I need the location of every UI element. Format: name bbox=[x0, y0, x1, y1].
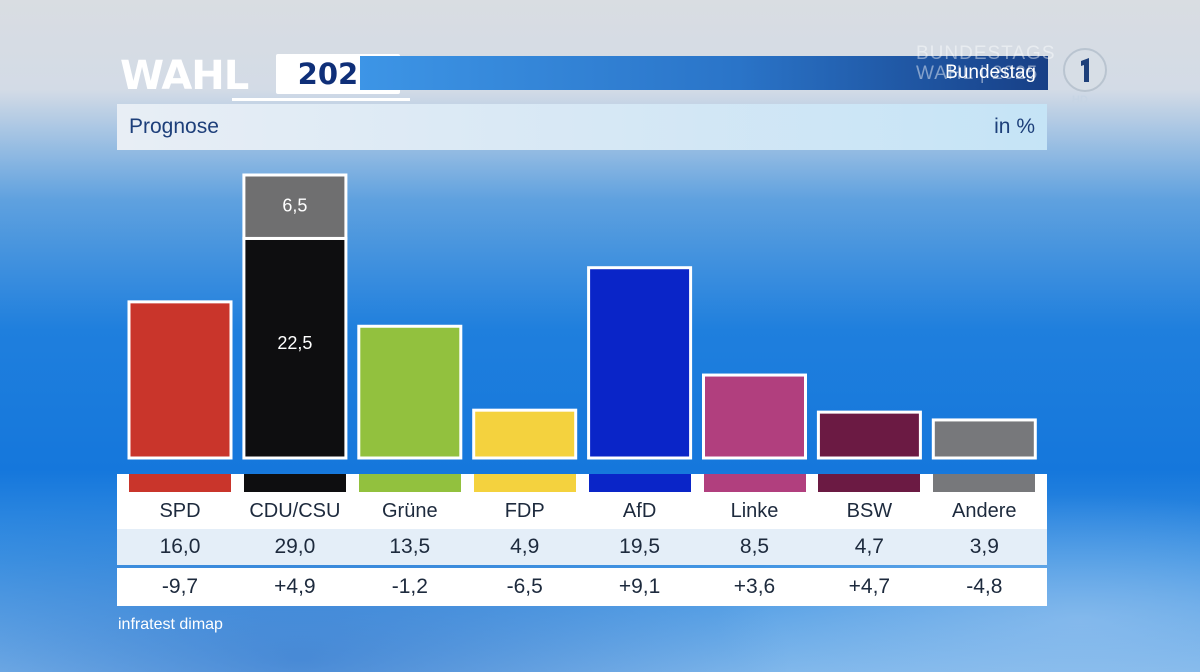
watermark-line2: WAHL | 2025 bbox=[916, 63, 1039, 84]
party-value-spd: 16,0 bbox=[159, 535, 201, 558]
party-name-cdu-csu: CDU/CSU bbox=[249, 500, 341, 522]
party-name-afd: AfD bbox=[622, 500, 657, 522]
swatch-bsw bbox=[818, 474, 921, 492]
party-change-cdu-csu: +4,9 bbox=[274, 575, 316, 598]
party-value-andere: 3,9 bbox=[969, 535, 999, 558]
party-value-afd: 19,5 bbox=[619, 535, 661, 558]
swatch-afd bbox=[588, 474, 691, 492]
ard-one-logo-icon bbox=[1063, 48, 1107, 92]
subtitle-bar: Prognose in % bbox=[117, 104, 1047, 150]
party-names-row: SPD CDU/CSU Grüne FDP AfD Linke BSW Andere bbox=[117, 474, 1047, 529]
swatch-fdp bbox=[473, 474, 576, 492]
bar-label-csu: 6,5 bbox=[282, 195, 307, 215]
bar-afd bbox=[587, 266, 693, 460]
party-values-row: 16,0 29,0 13,5 4,9 19,5 8,5 4,7 3,9 bbox=[117, 529, 1047, 565]
party-change-afd: +9,1 bbox=[618, 575, 661, 598]
bar-label-cdu: 22,5 bbox=[277, 333, 312, 353]
bar-cdu-csu-csu bbox=[242, 173, 348, 240]
party-name-linke: Linke bbox=[730, 500, 779, 522]
party-value-gr-ne: 13,5 bbox=[389, 535, 431, 558]
logo-wahl-text: WAHL bbox=[120, 53, 249, 99]
logo-underline bbox=[232, 98, 410, 101]
hd-badge: HD bbox=[1072, 94, 1088, 106]
source-label: infratest dimap bbox=[118, 616, 223, 633]
title-bar-text: Bundestag bbox=[945, 62, 1036, 83]
swatch-andere bbox=[933, 474, 1036, 492]
bar-spd bbox=[127, 300, 233, 460]
party-name-andere: Andere bbox=[952, 500, 1017, 522]
watermark-line1: BUNDESTAGS bbox=[916, 43, 1056, 64]
results-table: SPD CDU/CSU Grüne FDP AfD Linke BSW Andere 16,0… bbox=[117, 474, 1047, 606]
bar-linke bbox=[702, 373, 807, 460]
party-name-bsw: BSW bbox=[846, 500, 893, 522]
party-name-gr-ne: Grüne bbox=[382, 500, 438, 522]
party-change-linke: +3,6 bbox=[733, 575, 776, 598]
party-value-linke: 8,5 bbox=[739, 535, 770, 558]
swatch-linke bbox=[703, 474, 806, 492]
party-change-andere: -4,8 bbox=[966, 575, 1003, 598]
bar-andere bbox=[931, 418, 1037, 460]
party-change-spd: -9,7 bbox=[161, 575, 199, 598]
title-bar: Bundestag bbox=[360, 56, 1048, 90]
party-name-spd: SPD bbox=[159, 500, 201, 522]
party-change-bsw: +4,7 bbox=[848, 575, 891, 598]
subtitle-prognose: Prognose bbox=[129, 115, 219, 138]
bar-bsw bbox=[816, 410, 922, 460]
subtitle-unit: in % bbox=[994, 115, 1035, 138]
party-value-bsw: 4,7 bbox=[854, 535, 884, 558]
party-value-cdu-csu: 29,0 bbox=[274, 535, 316, 558]
party-change-fdp: -6,5 bbox=[506, 575, 543, 598]
bar-fdp bbox=[472, 408, 578, 460]
watermark: BUNDESTAGS WAHL | 2025 bbox=[916, 44, 1056, 94]
swatch-cdu-csu bbox=[243, 474, 346, 492]
party-change-gr-ne: -1,2 bbox=[391, 575, 428, 598]
bar-gr-ne bbox=[357, 324, 463, 460]
swatch-gr-ne bbox=[358, 474, 461, 492]
party-value-fdp: 4,9 bbox=[510, 535, 540, 558]
swatch-spd bbox=[129, 474, 231, 492]
party-name-fdp: FDP bbox=[504, 500, 545, 522]
party-changes-row: -9,7 +4,9 -1,2 -6,5 +9,1 +3,6 +4,7 -4,8 bbox=[117, 568, 1047, 606]
